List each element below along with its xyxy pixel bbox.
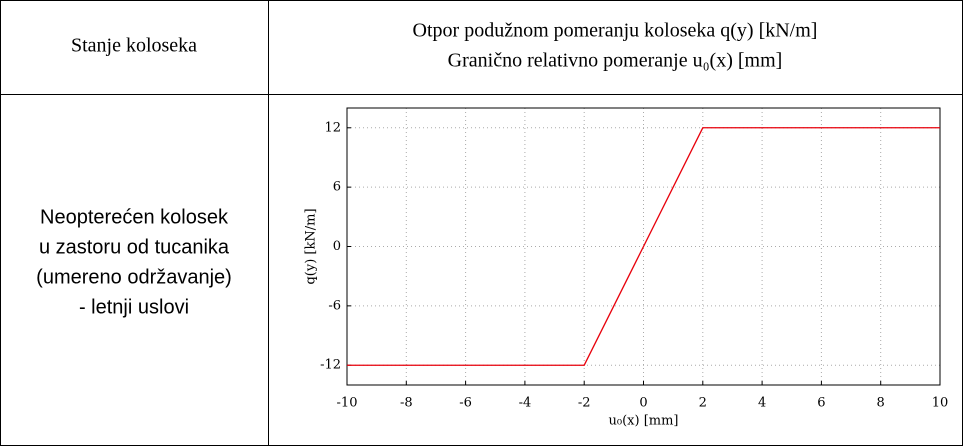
header-cell: Stanje koloseka [71,35,197,57]
cell-line: u zastoru od tucanika [39,236,230,258]
x-tick-label: -6 [459,396,472,411]
x-tick-label: 4 [758,396,766,411]
header-line: Otpor podužnom pomeranju koloseka q(y) [… [413,20,818,42]
y-tick-label: -12 [320,358,341,373]
plot-frame [346,107,941,386]
x-tick-label: -10 [337,396,358,411]
cell-line: - letnji uslovi [79,296,189,318]
y-tick-label: 6 [333,180,341,195]
y-tick-label: 12 [324,120,341,135]
x-tick-label: 10 [932,396,949,411]
y-tick-label: -6 [328,298,341,313]
y-axis-label: q(y) [kN/m] [304,208,319,284]
x-tick-label: 0 [639,396,647,411]
cell-line: (umereno održavanje) [36,266,232,288]
header-line: Granično relativno pomeranje u₀(x) [mm] [448,50,783,72]
x-axis-label: u₀(x) [mm] [609,414,679,429]
x-tick-label: -4 [519,396,532,411]
cell-line: Neopterećen kolosek [40,206,229,228]
x-tick-label: 6 [817,396,825,411]
y-tick-label: 0 [333,239,341,254]
x-tick-label: -2 [578,396,591,411]
chart: -10 -8 -6 -4 -2 0 2 4 6 8 10 -12 -6 0 6 12 u₀(x) [mm] q(y… [304,107,949,429]
x-tick-label: -8 [400,396,413,411]
x-tick-label: 2 [699,396,707,411]
data-line [347,127,940,366]
x-tick-label: 8 [877,396,885,411]
